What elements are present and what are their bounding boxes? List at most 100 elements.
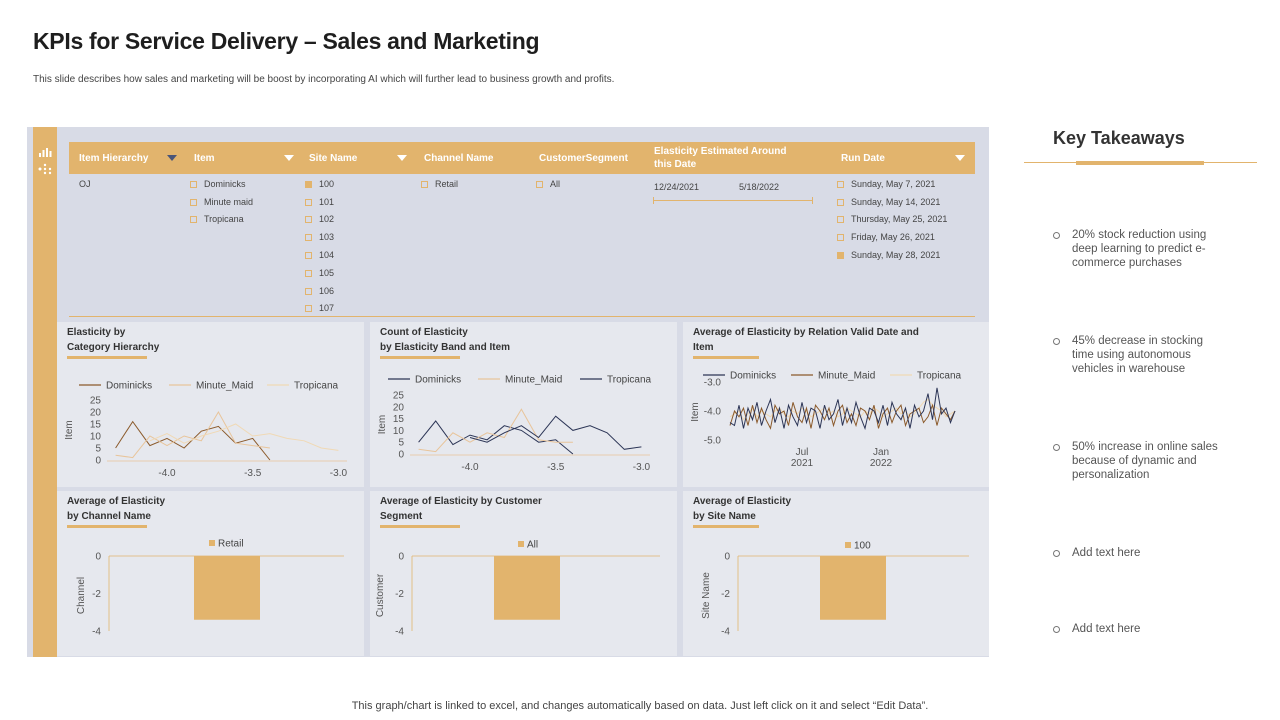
checkbox-icon[interactable]	[837, 180, 844, 188]
checkbox-icon[interactable]	[536, 180, 543, 188]
y-tick-label: 10	[393, 426, 405, 437]
y-tick-label: -4.0	[704, 407, 722, 418]
y-axis-label: Customer	[375, 573, 386, 617]
filter-option-site[interactable]: 101	[305, 197, 334, 207]
checkbox-checked-icon[interactable]	[837, 251, 844, 259]
page-subtitle: This slide describes how sales and marke…	[33, 74, 615, 85]
x-tick-label: -4.0	[158, 468, 176, 479]
filter-option-site[interactable]: 105	[305, 268, 334, 278]
checkbox-icon[interactable]	[837, 233, 844, 241]
checkbox-icon[interactable]	[305, 198, 312, 206]
filter-option-item[interactable]: Dominicks	[190, 179, 246, 189]
y-tick-label: 0	[95, 456, 101, 467]
series-line-dominicks	[115, 420, 271, 461]
date-end[interactable]: 5/18/2022	[739, 182, 780, 192]
checkbox-icon[interactable]	[837, 215, 844, 223]
bar-chart-site-name[interactable]: 100 0 -2 -4 Site Name	[683, 491, 989, 656]
chart-panel-channel-name[interactable]: Average of Elasticity by Channel Name Ret…	[57, 491, 364, 656]
filter-option-channel[interactable]: Retail	[421, 179, 458, 189]
filter-option-segment[interactable]: All	[536, 179, 560, 189]
filter-option-run-date[interactable]: Friday, May 26, 2021	[837, 232, 935, 242]
filter-option-run-date[interactable]: Sunday, May 7, 2021	[837, 179, 935, 189]
checkbox-icon[interactable]	[305, 287, 312, 295]
filter-option-site[interactable]: 102	[305, 214, 334, 224]
x-tick-label: Jan	[873, 447, 889, 458]
y-tick-label: 25	[90, 396, 102, 407]
checkbox-icon[interactable]	[421, 180, 428, 188]
x-tick-label: 2022	[870, 458, 893, 469]
checkbox-icon[interactable]	[190, 198, 197, 206]
date-range-slider[interactable]	[653, 197, 813, 204]
takeaway-item: 20% stock reduction using deep learning …	[1053, 228, 1223, 270]
x-tick-label: 2021	[791, 458, 814, 469]
legend-label: Tropicana	[294, 381, 339, 392]
checkbox-checked-icon[interactable]	[305, 180, 312, 188]
title-underline	[380, 525, 460, 528]
line-chart-relation-valid-date[interactable]: Dominicks Minute_Maid Tropicana -3.0 -4.0 -5.…	[683, 322, 989, 487]
chart-panel-customer-segment[interactable]: Average of Elasticity by Customer Segment…	[370, 491, 677, 656]
filter-option-site[interactable]: 103	[305, 232, 334, 242]
filter-option-site[interactable]: 106	[305, 286, 334, 296]
checkbox-icon[interactable]	[190, 215, 197, 223]
filter-option-item[interactable]: Minute maid	[190, 197, 253, 207]
y-tick-label: -5.0	[704, 436, 722, 447]
bar-chart-channel-name[interactable]: Retail 0 -2 -4 Channel	[57, 491, 364, 656]
filter-option-site[interactable]: 104	[305, 250, 334, 260]
date-start[interactable]: 12/24/2021	[654, 182, 700, 192]
filter-option-item[interactable]: Tropicana	[190, 214, 244, 224]
hierarchy-icon[interactable]	[38, 162, 52, 176]
filter-option-run-date[interactable]: Sunday, May 28, 2021	[837, 250, 940, 260]
filter-header-channel-name[interactable]: Channel Name	[424, 152, 494, 164]
key-takeaways-title: Key Takeaways	[1053, 128, 1185, 148]
bar-chart-icon[interactable]	[38, 145, 52, 159]
y-tick-label: 10	[90, 432, 102, 443]
legend-label: Retail	[218, 539, 244, 550]
page-title: KPIs for Service Delivery – Sales and Ma…	[33, 28, 540, 54]
filter-option-site[interactable]: 107	[305, 303, 334, 313]
chevron-down-icon[interactable]	[955, 155, 965, 161]
divider	[69, 316, 975, 317]
filter-option-run-date[interactable]: Sunday, May 14, 2021	[837, 197, 940, 207]
filter-option-site[interactable]: 100	[305, 179, 334, 189]
chart-panel-category-hierarchy[interactable]: Elasticity by Category Hierarchy Dominick…	[57, 322, 364, 487]
chart-title: Elasticity by Category Hierarchy	[67, 327, 160, 353]
filter-option-run-date[interactable]: Thursday, May 25, 2021	[837, 214, 947, 224]
checkbox-icon[interactable]	[837, 198, 844, 206]
y-tick-label: 0	[398, 552, 404, 563]
filter-header-item-hierarchy[interactable]: Item Hierarchy	[79, 152, 149, 164]
y-tick-label: -4	[395, 627, 404, 638]
y-tick-label: 15	[90, 420, 102, 431]
checkbox-icon[interactable]	[305, 269, 312, 277]
checkbox-icon[interactable]	[305, 233, 312, 241]
bar-retail	[194, 556, 260, 620]
title-underline	[693, 525, 759, 528]
legend-label: Tropicana	[917, 371, 962, 382]
chevron-down-icon[interactable]	[167, 155, 177, 161]
filter-header-item[interactable]: Item	[194, 152, 215, 164]
checkbox-icon[interactable]	[190, 180, 197, 188]
chart-panel-relation-valid-date[interactable]: Average of Elasticity by Relation Valid …	[683, 322, 989, 487]
checkbox-icon[interactable]	[305, 251, 312, 259]
bullet-circle-icon	[1053, 550, 1060, 557]
footnote: This graph/chart is linked to excel, and…	[351, 700, 929, 712]
takeaway-item: Add text here	[1053, 546, 1223, 560]
y-tick-label: -4	[721, 627, 730, 638]
y-tick-label: -2	[92, 589, 101, 600]
chevron-down-icon[interactable]	[397, 155, 407, 161]
checkbox-icon[interactable]	[305, 215, 312, 223]
filter-header-site-name[interactable]: Site Name	[309, 152, 358, 164]
chart-panel-elasticity-band[interactable]: Count of Elasticity by Elasticity Band an…	[370, 322, 677, 487]
checkbox-icon[interactable]	[305, 304, 312, 312]
filter-header-elasticity-date[interactable]: Elasticity Estimated Around this Date	[654, 146, 787, 170]
bar-chart-customer-segment[interactable]: All 0 -2 -4 Customer	[370, 491, 677, 656]
chevron-down-icon[interactable]	[284, 155, 294, 161]
filter-header-run-date[interactable]: Run Date	[841, 152, 885, 164]
legend-label: All	[527, 540, 538, 551]
filter-header-customer-segment[interactable]: CustomerSegment	[539, 152, 628, 164]
legend-label: Minute_Maid	[505, 375, 562, 386]
chart-panel-site-name[interactable]: Average of Elasticity by Site Name 100 0 -2…	[683, 491, 989, 656]
series-line-dominicks	[729, 387, 956, 431]
filter-value-oj[interactable]: OJ	[79, 179, 91, 189]
